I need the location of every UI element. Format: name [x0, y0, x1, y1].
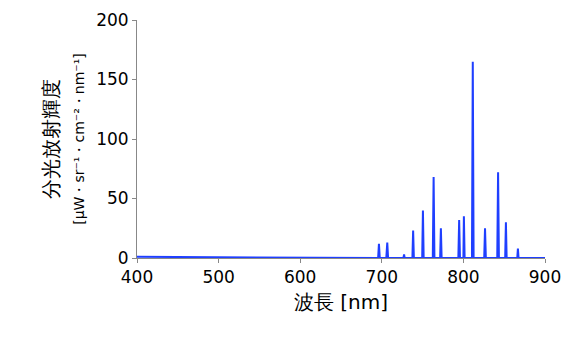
svg-text:800: 800	[447, 267, 479, 287]
svg-text:150: 150	[96, 69, 128, 89]
svg-text:400: 400	[121, 267, 153, 287]
svg-text:分光放射輝度[μW・sr⁻¹・cm⁻²・nm⁻¹]: 分光放射輝度[μW・sr⁻¹・cm⁻²・nm⁻¹]	[39, 53, 87, 225]
svg-text:50: 50	[107, 188, 129, 208]
svg-text:200: 200	[96, 10, 128, 30]
svg-text:0: 0	[118, 248, 129, 268]
svg-text:500: 500	[202, 267, 234, 287]
svg-text:900: 900	[529, 267, 561, 287]
svg-text:600: 600	[284, 267, 316, 287]
svg-text:波長 [nm]: 波長 [nm]	[294, 290, 388, 314]
svg-text:100: 100	[96, 129, 128, 149]
svg-text:700: 700	[366, 267, 398, 287]
